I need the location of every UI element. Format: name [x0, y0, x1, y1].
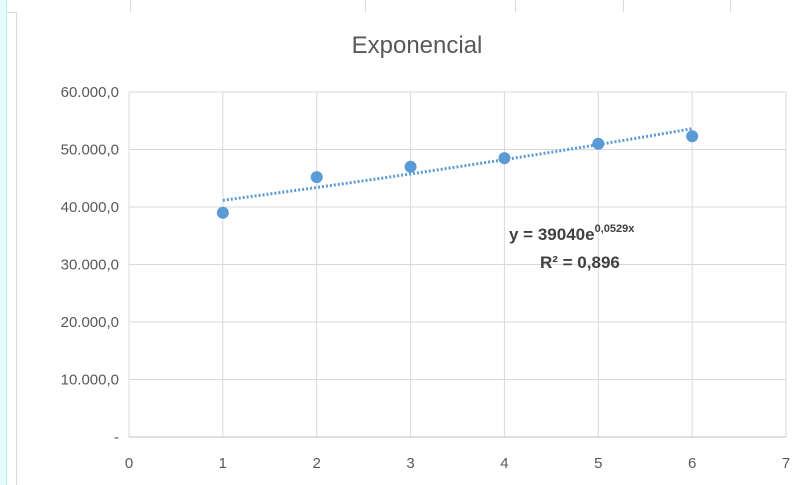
equation-main: y = 39040e: [509, 225, 595, 244]
data-point[interactable]: [404, 160, 417, 173]
y-tick-label: 20.000,0: [61, 314, 119, 331]
spreadsheet-gridline: [623, 0, 624, 12]
spreadsheet-gridline: [730, 0, 731, 12]
spreadsheet-edge: [0, 0, 7, 485]
y-tick-label: 60.000,0: [61, 84, 119, 101]
x-tick-label: 7: [782, 455, 790, 472]
trendline-equation-label: y = 39040e0,0529x: [509, 223, 635, 244]
equation-exponent: 0,0529x: [595, 223, 636, 235]
spreadsheet-gridline: [130, 0, 131, 12]
spreadsheet-gridline: [515, 0, 516, 12]
y-tick-label: 50.000,0: [61, 142, 119, 159]
trendline-equation: y = 39040e0,0529x R² = 0,896: [509, 223, 635, 272]
x-tick-label: 2: [313, 455, 321, 472]
x-tick-label: 1: [219, 455, 227, 472]
x-tick-label: 5: [594, 455, 602, 472]
y-tick-label: 10.000,0: [61, 372, 119, 389]
x-tick-label: 4: [500, 455, 508, 472]
trendline-layer: [222, 127, 693, 202]
x-tick-label: 6: [688, 455, 696, 472]
data-point[interactable]: [686, 130, 699, 143]
x-tick-label: 0: [125, 455, 133, 472]
spreadsheet-gridline: [365, 0, 366, 12]
data-point[interactable]: [310, 171, 323, 184]
data-points: [216, 130, 699, 219]
axes: - 10.000,0 20.000,0 30.000,0 40.000,0 50.000,…: [61, 84, 791, 472]
exponential-trendline: [222, 127, 693, 202]
y-tick-label: -: [114, 429, 119, 446]
chart-title: Exponencial: [352, 32, 483, 59]
y-tick-label: 30.000,0: [61, 257, 119, 274]
r-squared-label: R² = 0,896: [540, 253, 620, 272]
data-point[interactable]: [216, 206, 229, 219]
y-tick-label: 40.000,0: [61, 199, 119, 216]
x-tick-label: 3: [406, 455, 414, 472]
gridlines: [129, 91, 787, 437]
data-point[interactable]: [498, 152, 511, 165]
chart-area[interactable]: [16, 12, 803, 485]
data-point[interactable]: [592, 137, 605, 150]
